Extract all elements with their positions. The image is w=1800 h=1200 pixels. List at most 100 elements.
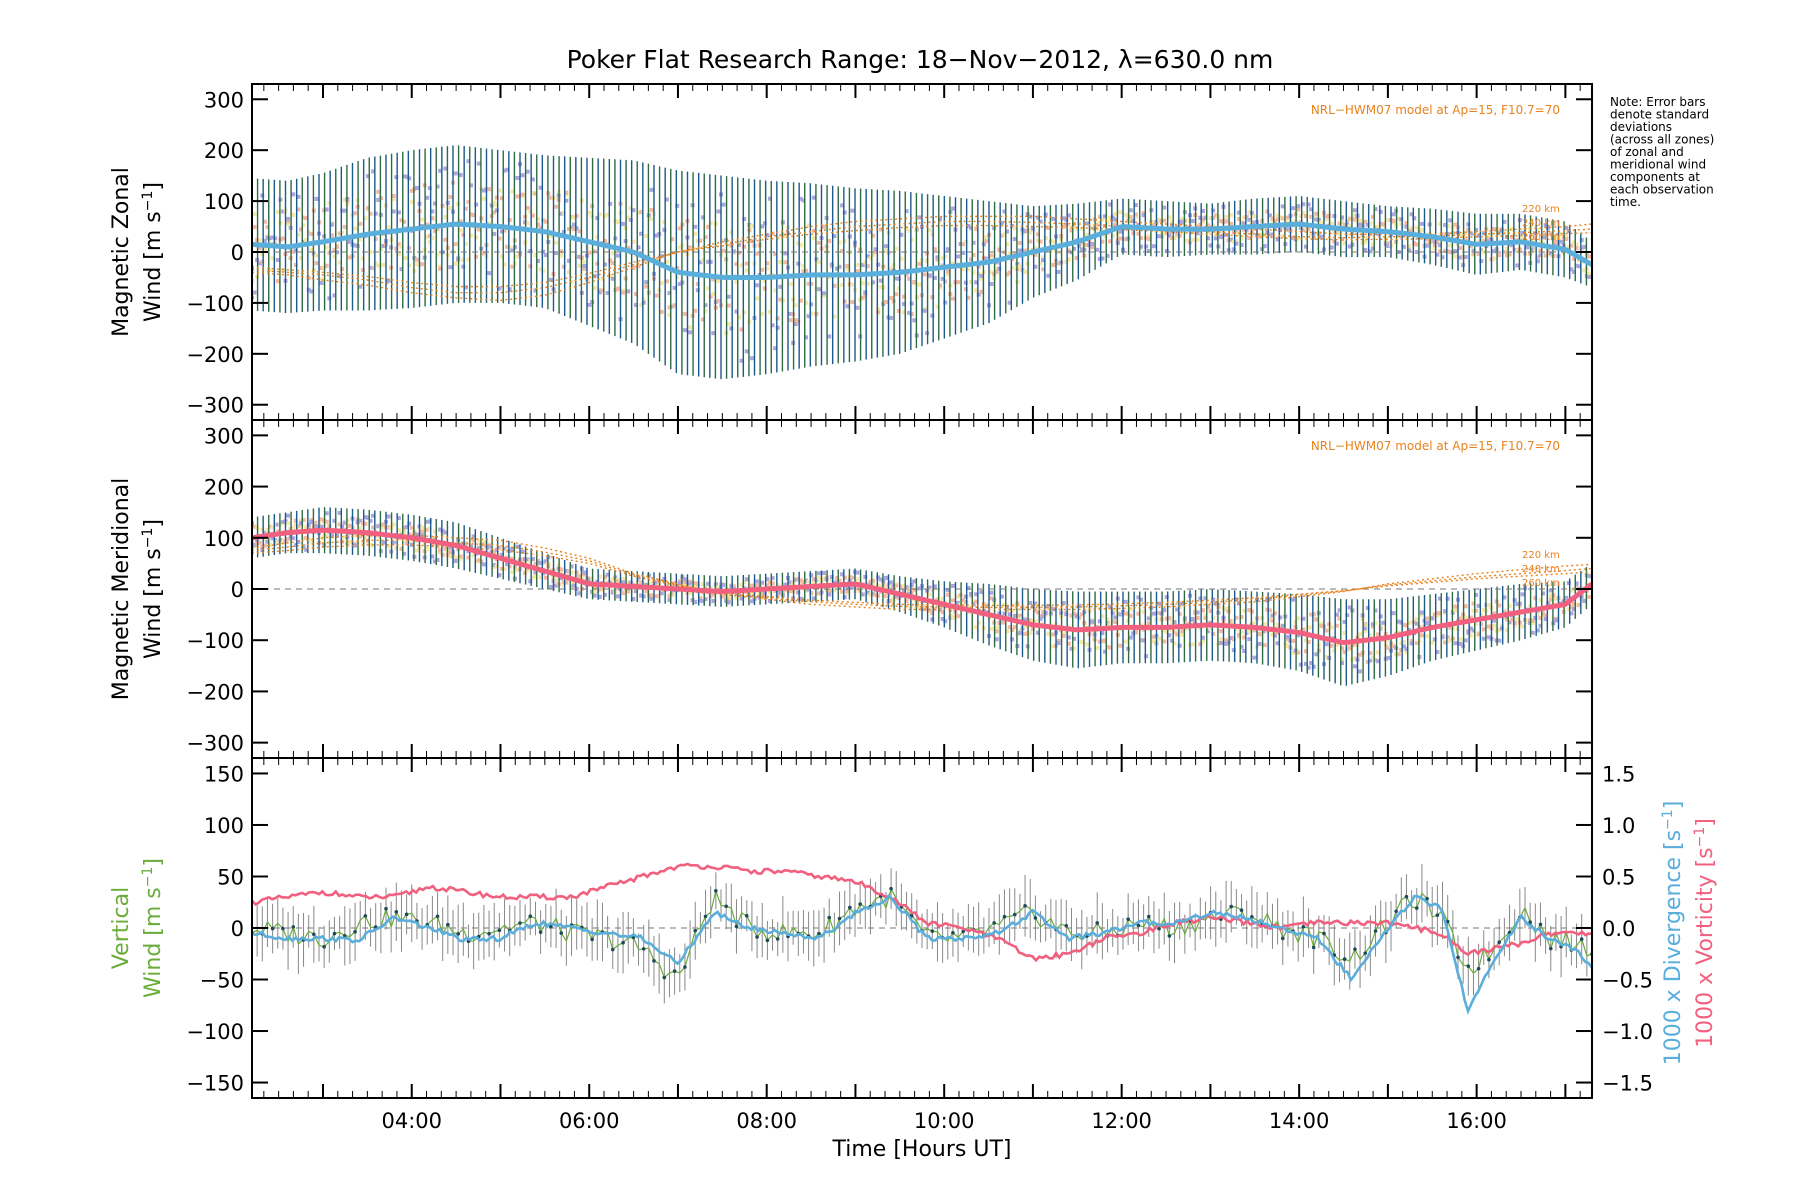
zone-sample (381, 522, 386, 527)
zone-sample (1100, 614, 1105, 619)
zone-sample (1370, 655, 1375, 660)
zone-sample (1298, 213, 1303, 218)
zone-sample (961, 267, 966, 272)
zone-sample (999, 620, 1004, 625)
zone-sample (291, 536, 296, 541)
zone-sample (1203, 616, 1208, 621)
vertical-wind-point (848, 905, 852, 910)
zone-sample (667, 312, 672, 317)
zone-sample (443, 530, 448, 535)
zone-sample (1012, 613, 1017, 618)
zone-sample (564, 198, 569, 203)
zone-sample (499, 552, 504, 557)
zone-sample (1538, 239, 1543, 244)
vertical-wind-point (662, 975, 667, 980)
zone-sample (342, 197, 347, 202)
zone-sample (703, 303, 708, 308)
zone-sample (301, 536, 306, 541)
zone-sample (1061, 601, 1066, 606)
zone-sample (1123, 639, 1128, 644)
zone-sample (737, 592, 742, 597)
y-axis-label: Wind [m s−1] (140, 182, 166, 322)
zone-sample (1102, 638, 1107, 643)
zone-sample (1432, 243, 1437, 248)
zone-sample (1043, 236, 1048, 241)
zone-sample (262, 246, 267, 251)
zone-sample (1453, 608, 1458, 613)
zone-sample (324, 519, 329, 524)
zone-sample (1064, 612, 1069, 617)
zone-sample (626, 580, 631, 585)
zone-sample (329, 233, 334, 238)
zone-sample (1234, 615, 1239, 620)
vertical-wind-point (775, 937, 780, 941)
zone-sample (1213, 601, 1218, 606)
zone-sample (1352, 217, 1357, 222)
zone-sample (476, 226, 481, 231)
zone-sample (391, 193, 396, 198)
zone-sample (461, 232, 466, 237)
zone-sample (1409, 228, 1414, 233)
zone-sample (443, 237, 448, 242)
zone-sample (1525, 245, 1530, 250)
zone-sample (1481, 627, 1486, 632)
zone-sample (391, 197, 396, 202)
zone-sample (304, 525, 309, 530)
zone-sample (641, 300, 646, 305)
zone-sample (950, 206, 955, 211)
y-tick-label: −150 (186, 1072, 244, 1096)
zone-sample (1587, 275, 1592, 280)
zone-sample (324, 533, 329, 538)
zone-sample (734, 261, 739, 266)
zone-sample (1574, 581, 1579, 586)
zone-sample (1564, 595, 1569, 600)
zone-sample (976, 271, 981, 276)
zone-sample (1128, 215, 1133, 220)
zone-sample (1363, 622, 1368, 627)
zone-sample (912, 318, 917, 323)
zone-sample (554, 578, 559, 583)
zone-sample (976, 292, 981, 297)
zone-sample (1100, 217, 1105, 222)
zone-sample (497, 286, 502, 291)
zone-sample (600, 586, 605, 591)
zone-sample (816, 260, 821, 265)
zone-sample (1213, 213, 1218, 218)
zone-sample (708, 294, 713, 299)
zone-sample (1378, 221, 1383, 226)
zone-sample (1180, 216, 1185, 221)
y-tick-label: 100 (204, 527, 244, 551)
zone-sample (1538, 253, 1543, 258)
zone-sample (744, 268, 749, 273)
zone-sample (453, 558, 458, 563)
zone-sample (1239, 236, 1244, 241)
zone-sample (559, 253, 564, 258)
zone-sample (1244, 227, 1249, 232)
zone-sample (1218, 629, 1223, 634)
zone-sample (1108, 215, 1113, 220)
zone-sample (463, 285, 468, 290)
zone-sample (1463, 616, 1468, 621)
zone-sample (1172, 619, 1177, 624)
zone-sample (337, 274, 342, 279)
vertical-wind-point (1280, 936, 1285, 941)
zone-sample (1365, 605, 1370, 610)
zone-sample (1164, 629, 1169, 634)
zone-sample (837, 586, 842, 591)
zone-sample (706, 224, 711, 229)
zone-sample (762, 594, 767, 599)
zone-sample (739, 327, 744, 332)
zone-sample (448, 550, 453, 555)
zone-sample (1265, 230, 1270, 235)
zone-sample (1169, 619, 1174, 624)
zone-sample (1476, 603, 1481, 608)
vertical-wind-point (1435, 913, 1440, 917)
zone-sample (742, 244, 747, 249)
zone-sample (1190, 642, 1195, 647)
zone-sample (649, 593, 654, 598)
zone-sample (324, 511, 329, 516)
zone-sample (842, 575, 847, 580)
zone-sample (1546, 225, 1551, 230)
zone-sample (1167, 233, 1172, 238)
